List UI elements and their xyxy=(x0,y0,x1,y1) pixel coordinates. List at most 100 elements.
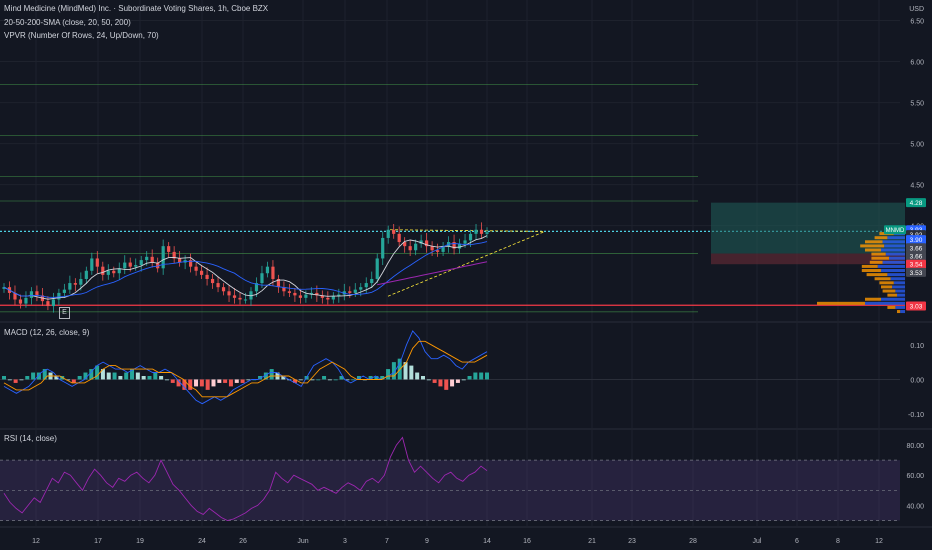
candle-down xyxy=(452,242,456,249)
volume-profile-up-bar xyxy=(887,273,905,277)
candle-down xyxy=(479,229,484,234)
macd-histogram-bar xyxy=(223,379,228,383)
candle-up xyxy=(265,266,270,274)
macd-line xyxy=(3,330,488,405)
macd-histogram-bar xyxy=(106,372,111,380)
candle-down xyxy=(397,233,401,243)
price-tag: 3.66 xyxy=(906,251,926,261)
time-tick-label: 6 xyxy=(795,538,799,545)
macd-histogram-bar xyxy=(322,376,327,380)
macd-legend[interactable]: MACD (12, 26, close, 9) xyxy=(4,328,90,337)
candle-down xyxy=(287,291,292,293)
candle-up xyxy=(331,296,335,300)
macd-histogram-bar xyxy=(147,376,152,380)
macd-histogram-bar xyxy=(205,379,210,390)
candle-down xyxy=(326,297,330,300)
symbol-title[interactable]: Mind Medicine (MindMed) Inc. · Subordina… xyxy=(4,4,269,13)
candle-down xyxy=(178,258,182,263)
macd-histogram-bar xyxy=(327,379,332,381)
candle-down xyxy=(227,291,231,296)
candle-down xyxy=(293,292,297,296)
time-tick-label: Jun xyxy=(297,538,308,545)
macd-histogram-bar xyxy=(182,379,187,390)
volume-profile-down-bar xyxy=(887,293,897,297)
macd-histogram-bar xyxy=(397,358,402,380)
candle-down xyxy=(436,250,440,252)
sma-legend[interactable]: 20-50-200-SMA (close, 20, 50, 200) xyxy=(4,18,131,27)
macd-histogram-bar xyxy=(77,376,82,380)
macd-histogram-bar xyxy=(258,376,263,380)
macd-histogram-bar xyxy=(356,376,361,380)
volume-profile-down-bar xyxy=(887,305,896,309)
volume-profile-down-bar xyxy=(882,289,896,293)
macd-histogram-bar xyxy=(89,369,94,380)
time-tick-label: 9 xyxy=(425,538,429,545)
macd-histogram-bar xyxy=(263,372,268,380)
macd-histogram-bar xyxy=(473,372,478,380)
price-axis[interactable]: 4.004.505.005.506.006.500.100.00-0.1080.… xyxy=(884,19,926,511)
macd-histogram-bar xyxy=(71,379,76,383)
price-tag: 3.03 xyxy=(906,301,926,311)
volume-profile-down-bar xyxy=(860,244,885,248)
rsi-legend[interactable]: RSI (14, close) xyxy=(4,434,57,443)
earnings-badge[interactable]: E xyxy=(59,307,70,319)
macd-histogram-bar xyxy=(351,379,356,381)
price-tag: 4.28 xyxy=(906,198,926,208)
rising-trendline xyxy=(387,231,546,297)
candle-up xyxy=(463,240,467,244)
volume-profile-down-bar xyxy=(817,301,865,305)
volume-profile-up-bar xyxy=(882,260,905,264)
macd-histogram-bar xyxy=(188,379,193,390)
volume-profile-down-bar xyxy=(871,256,889,260)
macd-histogram-bar xyxy=(292,379,297,383)
macd-histogram-bar xyxy=(368,376,373,380)
time-tick-label: 24 xyxy=(198,538,206,545)
candle-down xyxy=(167,246,171,252)
macd-histogram-bar xyxy=(217,379,222,383)
candle-down xyxy=(430,246,434,251)
candle-down xyxy=(276,278,281,288)
candle-up xyxy=(370,278,374,284)
candle-down xyxy=(13,292,17,300)
macd-histogram-bar xyxy=(374,376,379,380)
time-tick-label: 8 xyxy=(836,538,840,545)
candle-down xyxy=(46,301,50,307)
candle-up xyxy=(161,246,165,269)
volume-profile-up-bar xyxy=(884,244,905,248)
currency-label[interactable]: USD xyxy=(909,6,924,13)
candle-up xyxy=(106,270,110,275)
candle-up xyxy=(62,289,66,293)
vpvr-legend[interactable]: VPVR (Number Of Rows, 24, Up/Down, 70) xyxy=(4,31,159,40)
time-axis[interactable]: 12 17 19 24 26 Jun 3 7 9 14 16 21 23 28 Jul 6 8 12 xyxy=(32,538,883,545)
price-candles xyxy=(2,222,489,313)
price-tick-label: 4.50 xyxy=(910,183,924,190)
time-tick-label: 28 xyxy=(689,538,697,545)
candle-up xyxy=(414,243,418,251)
candle-up xyxy=(386,229,390,238)
macd-histogram-bar xyxy=(420,376,425,380)
time-tick-label: 16 xyxy=(523,538,531,545)
candle-down xyxy=(35,291,39,296)
macd-histogram-bar xyxy=(432,379,437,383)
volume-profile-up-bar xyxy=(895,305,905,309)
candle-up xyxy=(375,258,379,279)
candle-down xyxy=(348,291,352,293)
macd-histogram-bar xyxy=(130,369,135,380)
volume-profile-up-bar xyxy=(897,293,905,297)
macd-histogram-bar xyxy=(450,379,455,387)
macd-histogram-bar xyxy=(333,379,338,381)
candle-down xyxy=(112,270,116,274)
rsi-tick-label: 80.00 xyxy=(906,443,924,450)
macd-histogram-bar xyxy=(66,379,71,381)
volume-profile-down-bar xyxy=(865,248,881,252)
signal-line xyxy=(3,340,488,398)
macd-histogram-bar xyxy=(240,379,245,383)
macd-histogram-bar xyxy=(31,372,36,380)
macd-histogram-bar xyxy=(403,362,408,380)
candle-down xyxy=(150,256,154,263)
sma20-line xyxy=(3,235,488,300)
price-tag-label: 3.54 xyxy=(910,262,923,269)
macd-histogram-bar xyxy=(380,376,385,380)
price-tag: 3.53 xyxy=(906,267,926,277)
macd-histogram-bar xyxy=(461,379,466,381)
